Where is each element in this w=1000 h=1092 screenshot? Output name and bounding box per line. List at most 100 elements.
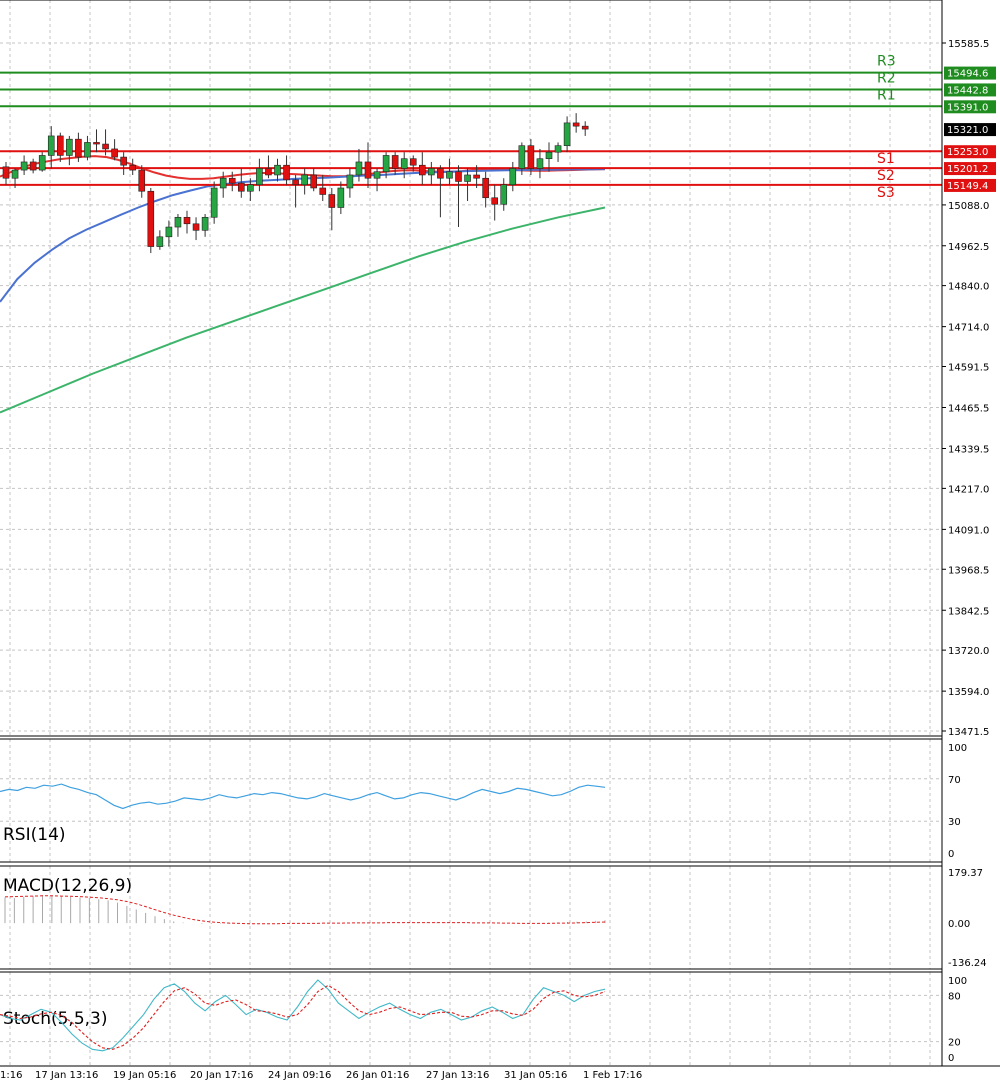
pivot-price-tag	[944, 145, 996, 159]
candle	[292, 174, 299, 208]
candle	[319, 174, 327, 202]
pivot-price-tag	[944, 178, 996, 192]
candle	[29, 158, 37, 174]
candle-body	[66, 138, 73, 156]
pivot-name-label: R3	[877, 54, 896, 70]
candle-body	[391, 155, 399, 169]
candle	[328, 187, 336, 231]
candle	[563, 116, 571, 153]
pivot-price-label: 15201.2	[947, 164, 988, 175]
candle	[373, 168, 381, 192]
candle-body	[75, 138, 82, 158]
macd-tick-label: 179.37	[948, 868, 983, 879]
x-tick-label: 20 Jan 17:16	[190, 1070, 253, 1081]
candle-body	[38, 155, 46, 171]
candle-body	[437, 168, 444, 179]
stoch-panel[interactable]: Stoch(5,5,3)	[0, 979, 606, 1052]
candle	[183, 210, 191, 234]
price-panel[interactable]: 15494.6 R3 15442.8 R2 15391.0 R1 15253.0 S1 1520…	[0, 54, 996, 414]
candle	[238, 168, 245, 198]
candle	[228, 171, 236, 192]
candle-body	[11, 169, 19, 179]
macd-panel[interactable]: MACD(12,26,9)	[3, 876, 606, 925]
candle	[346, 168, 354, 198]
candle-body	[310, 174, 318, 189]
candle	[38, 152, 46, 172]
y-tick-label: 14217.0	[948, 484, 989, 495]
candle	[210, 181, 218, 224]
candle	[84, 135, 91, 161]
candle-body	[500, 184, 508, 205]
candle	[391, 152, 399, 175]
candle-body	[491, 197, 499, 205]
candle-body	[409, 158, 417, 166]
candle-body	[165, 226, 173, 238]
rsi-tick-label: 70	[948, 775, 961, 786]
x-tick-label: 1 Feb 17:16	[583, 1070, 642, 1081]
x-tick-label: 26 Jan 01:16	[346, 1070, 409, 1081]
candle	[66, 135, 73, 166]
pivot-name-label: S3	[877, 185, 895, 201]
candle-body	[56, 135, 64, 156]
moving-average-layer	[0, 155, 606, 414]
candle	[455, 165, 462, 228]
candle	[283, 155, 290, 185]
candle-body	[581, 125, 589, 130]
moving-average-line	[0, 168, 606, 303]
candle	[446, 158, 453, 185]
candle	[554, 142, 562, 162]
candle	[174, 214, 182, 237]
candle	[265, 155, 272, 179]
candle-body	[120, 156, 127, 166]
candle	[47, 126, 55, 169]
candle	[301, 168, 308, 195]
y-tick-label: 14465.5	[948, 404, 989, 415]
candle	[500, 178, 508, 211]
pivot-price-label: 15253.0	[947, 147, 988, 158]
candle	[247, 178, 254, 202]
stoch-tick-label: 100	[948, 976, 967, 987]
x-tick-label: 24 Jan 09:16	[268, 1070, 331, 1081]
candle	[102, 129, 109, 156]
pivot-level-layer: 15494.6 R3 15442.8 R2 15391.0 R1 15253.0 S1 1520…	[0, 54, 996, 201]
candle	[437, 165, 444, 218]
candle	[156, 230, 164, 250]
candle-body	[554, 145, 562, 153]
rsi-panel[interactable]: RSI(14)	[0, 783, 606, 845]
macd-tick-label: -136.24	[948, 958, 987, 969]
candle-body	[29, 161, 37, 171]
candle-body	[238, 182, 245, 192]
rsi-tick-label: 30	[948, 817, 961, 828]
candle-body	[355, 161, 363, 176]
candle-body	[527, 145, 535, 169]
candle	[491, 184, 499, 221]
candle-body	[247, 184, 254, 192]
candle-body	[301, 174, 308, 186]
pivot-price-tag	[944, 162, 996, 176]
candle	[274, 158, 281, 182]
candle-body	[138, 169, 146, 192]
candle	[536, 148, 544, 179]
candle	[581, 121, 589, 136]
grid-layer	[0, 0, 942, 1066]
pivot-name-label: R1	[877, 87, 896, 103]
candle-body	[572, 122, 580, 127]
candle	[364, 142, 372, 188]
candle	[93, 129, 100, 153]
candle	[400, 152, 408, 179]
pivot-price-tag	[944, 100, 996, 114]
candle-body	[174, 216, 182, 228]
candle-body	[129, 164, 136, 171]
candle	[2, 161, 10, 185]
candle	[138, 165, 146, 198]
y-tick-label: 14962.5	[948, 242, 989, 253]
x-tick-label: 19 Jan 05:16	[113, 1070, 176, 1081]
candle	[20, 155, 28, 175]
candle-body	[428, 168, 435, 176]
y-tick-label: 14714.0	[948, 323, 989, 334]
axis-layer: 15585.5 15088.0 14962.5 14840.0 14714.0 14591…	[0, 39, 989, 1081]
candle-body	[536, 158, 544, 169]
candle	[129, 158, 136, 175]
pivot-price-label: 15149.4	[947, 181, 988, 192]
candle	[120, 152, 127, 175]
